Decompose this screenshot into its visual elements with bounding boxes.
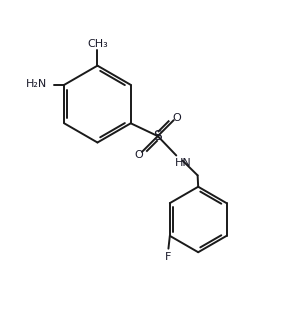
Text: O: O	[173, 113, 182, 123]
Text: HN: HN	[175, 158, 192, 168]
Text: CH₃: CH₃	[87, 39, 108, 49]
Text: F: F	[165, 251, 172, 261]
Text: O: O	[134, 150, 143, 160]
Text: S: S	[153, 129, 162, 143]
Text: H₂N: H₂N	[26, 79, 47, 89]
